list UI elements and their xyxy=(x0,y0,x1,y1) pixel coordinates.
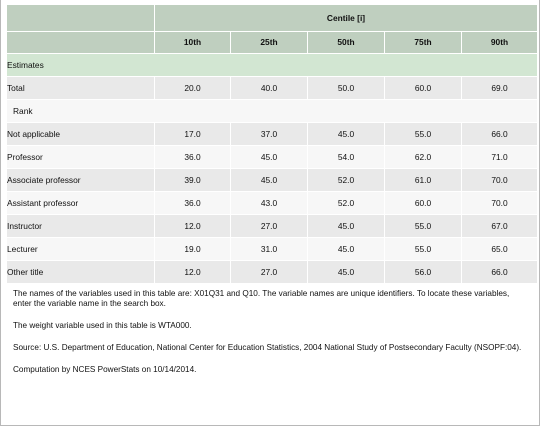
table-cell: 43.0 xyxy=(230,191,308,215)
row-label: Associate professor xyxy=(6,168,155,192)
table-cell: 45.0 xyxy=(307,237,385,261)
table-row: Instructor 12.0 27.0 45.0 55.0 67.0 xyxy=(6,214,539,238)
table-row: Not applicable 17.0 37.0 45.0 55.0 66.0 xyxy=(6,122,539,146)
centile-table: Centile [i] 10th 25th 50th 75th 90th Est… xyxy=(5,4,539,284)
table-cell: 55.0 xyxy=(384,237,462,261)
column-header-25th: 25th xyxy=(230,31,308,54)
row-label-total: Total xyxy=(6,76,155,100)
table-cell: 36.0 xyxy=(154,191,231,215)
table-cell: 66.0 xyxy=(460,122,539,146)
table-cell: 27.0 xyxy=(230,214,308,238)
table-cell: 31.0 xyxy=(230,237,308,261)
estimates-label: Estimates xyxy=(5,53,539,77)
table-cell: 52.0 xyxy=(307,168,385,192)
table-cell: 65.0 xyxy=(460,237,539,261)
table-cell: 67.0 xyxy=(460,214,539,238)
table-cell: 17.0 xyxy=(154,122,231,146)
table-corner-lower xyxy=(6,31,155,54)
column-header-90th: 90th xyxy=(460,31,539,54)
computation-note: Computation by NCES PowerStats on 10/14/… xyxy=(13,365,197,374)
table-cell: 12.0 xyxy=(154,260,231,284)
estimates-section-row: Estimates xyxy=(5,53,539,77)
table-cell: 71.0 xyxy=(460,145,539,169)
row-label: Other title xyxy=(6,260,155,284)
table-cell: 70.0 xyxy=(460,191,539,215)
table-cell: 39.0 xyxy=(154,168,231,192)
row-label: Lecturer xyxy=(6,237,155,261)
row-label: Not applicable xyxy=(6,122,155,146)
table-row: Other title 12.0 27.0 45.0 56.0 66.0 xyxy=(6,260,539,284)
table-cell: 60.0 xyxy=(384,76,462,100)
table-row: Lecturer 19.0 31.0 45.0 55.0 65.0 xyxy=(6,237,539,261)
column-header-50th: 50th xyxy=(307,31,385,54)
table-cell: 45.0 xyxy=(230,145,308,169)
table-cell: 66.0 xyxy=(460,260,539,284)
column-header-10th: 10th xyxy=(154,31,231,54)
rank-section-row: Rank xyxy=(5,99,539,123)
table-cell: 55.0 xyxy=(384,122,462,146)
row-label: Professor xyxy=(6,145,155,169)
table-cell: 20.0 xyxy=(154,76,231,100)
table-corner xyxy=(6,4,155,32)
table-notes: The names of the variables used in this … xyxy=(13,289,528,387)
table-cell: 45.0 xyxy=(307,122,385,146)
centile-group-header: Centile [i] xyxy=(153,4,539,32)
table-cell: 36.0 xyxy=(154,145,231,169)
table-row-total: Total 20.0 40.0 50.0 60.0 69.0 xyxy=(6,76,539,100)
weight-note: The weight variable used in this table i… xyxy=(13,321,192,330)
table-cell: 61.0 xyxy=(384,168,462,192)
column-header-75th: 75th xyxy=(384,31,462,54)
table-cell: 27.0 xyxy=(230,260,308,284)
table-cell: 52.0 xyxy=(307,191,385,215)
table-cell: 40.0 xyxy=(230,76,308,100)
table-cell: 45.0 xyxy=(230,168,308,192)
table-cell: 62.0 xyxy=(384,145,462,169)
table-cell: 45.0 xyxy=(307,260,385,284)
table-cell: 37.0 xyxy=(230,122,308,146)
table-cell: 45.0 xyxy=(307,214,385,238)
table-cell: 56.0 xyxy=(384,260,462,284)
row-label: Instructor xyxy=(6,214,155,238)
variables-note: The names of the variables used in this … xyxy=(13,289,510,308)
table-cell: 55.0 xyxy=(384,214,462,238)
row-label: Assistant professor xyxy=(6,191,155,215)
table-cell: 50.0 xyxy=(307,76,385,100)
table-cell: 69.0 xyxy=(460,76,539,100)
table-row: Professor 36.0 45.0 54.0 62.0 71.0 xyxy=(6,145,539,169)
table-cell: 54.0 xyxy=(307,145,385,169)
table-cell: 19.0 xyxy=(154,237,231,261)
table-cell: 60.0 xyxy=(384,191,462,215)
table-cell: 70.0 xyxy=(460,168,539,192)
table-row: Associate professor 39.0 45.0 52.0 61.0 … xyxy=(6,168,539,192)
table-cell: 12.0 xyxy=(154,214,231,238)
source-note: Source: U.S. Department of Education, Na… xyxy=(13,343,522,352)
table-row: Assistant professor 36.0 43.0 52.0 60.0 … xyxy=(6,191,539,215)
rank-label: Rank xyxy=(5,99,539,123)
